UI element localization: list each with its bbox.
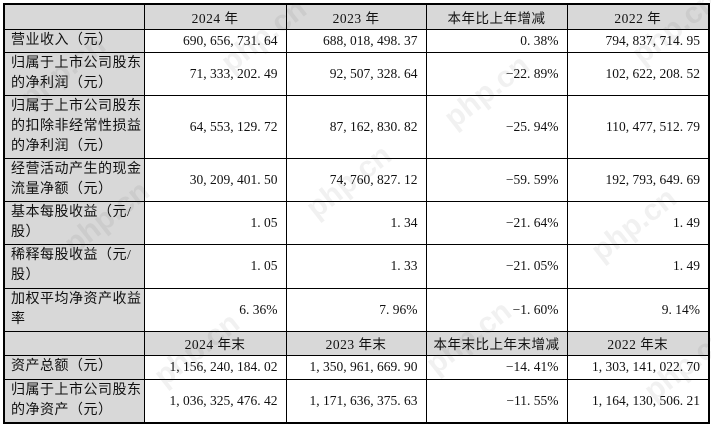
col-header-yoy-change: 本年比上年增减 <box>425 3 568 30</box>
value-cell: 30, 209, 401. 50 <box>143 157 287 202</box>
value-cell: 6. 36% <box>143 287 287 332</box>
value-cell: 1, 156, 240, 184. 02 <box>143 354 287 380</box>
row-label: 资产总额（元） <box>3 354 145 380</box>
value-cell: 1, 171, 636, 375. 63 <box>285 378 427 423</box>
row-label: 归属于上市公司股东 的净利润（元） <box>3 51 145 96</box>
value-cell: −11. 55% <box>425 378 568 423</box>
col-header-2022: 2022 年 <box>566 3 710 30</box>
row-label: 归属于上市公司股东 的净资产（元） <box>3 378 145 423</box>
col-header-2024: 2024 年 <box>143 3 287 30</box>
value-cell: −21. 05% <box>425 243 568 289</box>
value-cell: 1. 05 <box>143 243 287 289</box>
value-cell: 192, 793, 649. 69 <box>566 157 710 202</box>
value-cell: 1. 05 <box>143 200 287 245</box>
value-cell: 7. 96% <box>285 287 427 332</box>
value-cell: 74, 760, 827. 12 <box>285 157 427 202</box>
table-row-operating-cash-flow: 经营活动产生的现金 流量净额（元） 30, 209, 401. 50 74, 7… <box>3 157 710 202</box>
value-cell: 9. 14% <box>566 287 710 332</box>
corner-cell <box>3 3 145 30</box>
table-row-net-assets: 归属于上市公司股东 的净资产（元） 1, 036, 325, 476. 42 1… <box>3 378 710 423</box>
value-cell: 1. 49 <box>566 243 710 289</box>
table-header-row-annual: 2024 年 2023 年 本年比上年增减 2022 年 <box>3 3 710 30</box>
col-header-2023: 2023 年 <box>285 3 427 30</box>
value-cell: 690, 656, 731. 64 <box>143 28 287 53</box>
value-cell: 1, 164, 130, 506. 21 <box>566 378 710 423</box>
value-cell: 1, 036, 325, 476. 42 <box>143 378 287 423</box>
financial-summary-table: 2024 年 2023 年 本年比上年增减 2022 年 营业收入（元） 690… <box>3 3 710 424</box>
col-header-2022-end: 2022 年末 <box>566 330 710 356</box>
value-cell: 1, 303, 141, 022. 70 <box>566 354 710 380</box>
value-cell: 1. 33 <box>285 243 427 289</box>
col-header-yoy-end-change: 本年末比上年末增减 <box>425 330 568 356</box>
value-cell: 64, 553, 129. 72 <box>143 94 287 159</box>
table-row-total-assets: 资产总额（元） 1, 156, 240, 184. 02 1, 350, 961… <box>3 354 710 380</box>
value-cell: 110, 477, 512. 79 <box>566 94 710 159</box>
value-cell: −14. 41% <box>425 354 568 380</box>
col-header-2023-end: 2023 年末 <box>285 330 427 356</box>
value-cell: −25. 94% <box>425 94 568 159</box>
value-cell: 688, 018, 498. 37 <box>285 28 427 53</box>
table-row-net-profit-excl-nonrecurring: 归属于上市公司股东 的扣除非经常性损益 的净利润（元） 64, 553, 129… <box>3 94 710 159</box>
value-cell: 92, 507, 328. 64 <box>285 51 427 96</box>
value-cell: −21. 64% <box>425 200 568 245</box>
value-cell: 102, 622, 208. 52 <box>566 51 710 96</box>
value-cell: 87, 162, 830. 82 <box>285 94 427 159</box>
value-cell: −22. 89% <box>425 51 568 96</box>
value-cell: 1, 350, 961, 669. 90 <box>285 354 427 380</box>
value-cell: −1. 60% <box>425 287 568 332</box>
value-cell: 794, 837, 714. 95 <box>566 28 710 53</box>
row-label: 归属于上市公司股东 的扣除非经常性损益 的净利润（元） <box>3 94 145 159</box>
table-row-net-profit: 归属于上市公司股东 的净利润（元） 71, 333, 202. 49 92, 5… <box>3 51 710 96</box>
col-header-2024-end: 2024 年末 <box>143 330 287 356</box>
value-cell: 1. 34 <box>285 200 427 245</box>
row-label: 经营活动产生的现金 流量净额（元） <box>3 157 145 202</box>
row-label: 加权平均净资产收益 率 <box>3 287 145 332</box>
table-row-diluted-eps: 稀释每股收益（元/ 股） 1. 05 1. 33 −21. 05% 1. 49 <box>3 243 710 289</box>
value-cell: 0. 38% <box>425 28 568 53</box>
table-row-weighted-avg-roe: 加权平均净资产收益 率 6. 36% 7. 96% −1. 60% 9. 14% <box>3 287 710 332</box>
row-label: 基本每股收益（元/ 股） <box>3 200 145 245</box>
value-cell: 71, 333, 202. 49 <box>143 51 287 96</box>
value-cell: −59. 59% <box>425 157 568 202</box>
row-label: 稀释每股收益（元/ 股） <box>3 243 145 289</box>
table-row-revenue: 营业收入（元） 690, 656, 731. 64 688, 018, 498.… <box>3 28 710 53</box>
table-header-row-year-end: 2024 年末 2023 年末 本年末比上年末增减 2022 年末 <box>3 330 710 356</box>
corner-cell <box>3 330 145 356</box>
value-cell: 1. 49 <box>566 200 710 245</box>
row-label: 营业收入（元） <box>3 28 145 53</box>
table-row-basic-eps: 基本每股收益（元/ 股） 1. 05 1. 34 −21. 64% 1. 49 <box>3 200 710 245</box>
